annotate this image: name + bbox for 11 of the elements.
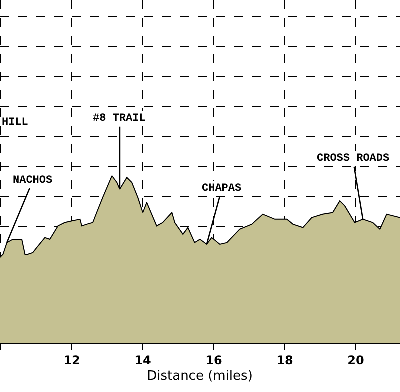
annotation: CROSS ROADS xyxy=(317,153,390,165)
x-tick-label: 16 xyxy=(206,353,222,368)
annotation: CHAPAS xyxy=(202,183,242,195)
x-tick-label: 18 xyxy=(276,353,294,368)
text: HILL xyxy=(2,117,29,129)
annotation: #8 TRAIL xyxy=(93,113,146,125)
x-tick-label: 12 xyxy=(64,353,80,368)
x-axis-title: Distance (miles) xyxy=(147,369,253,384)
x-tick-label: 14 xyxy=(134,353,152,368)
annotation: NACHOS xyxy=(13,175,54,187)
x-tick-label: 20 xyxy=(348,353,364,368)
